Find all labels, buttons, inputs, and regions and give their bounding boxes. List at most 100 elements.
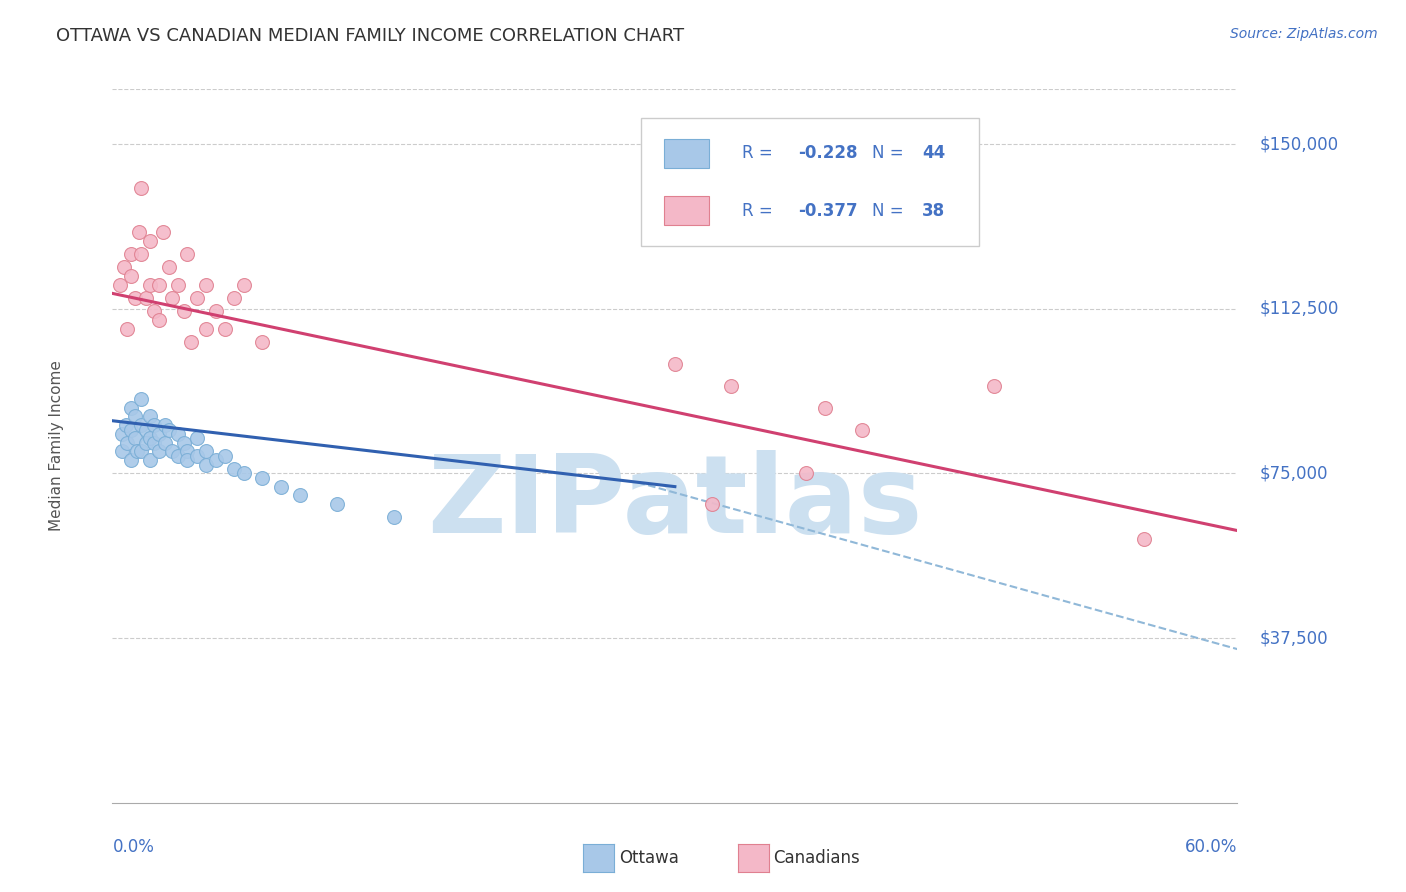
Point — [162, 444, 184, 458]
Text: Canadians: Canadians — [773, 849, 860, 867]
Point — [195, 321, 218, 335]
Point — [186, 431, 208, 445]
Point — [124, 409, 146, 424]
Point — [142, 435, 165, 450]
Text: 0.0%: 0.0% — [112, 838, 155, 856]
Point — [195, 444, 218, 458]
Point — [186, 449, 208, 463]
Point — [702, 497, 724, 511]
Point — [152, 225, 174, 239]
Point — [124, 291, 146, 305]
Point — [111, 444, 134, 458]
Point — [176, 453, 198, 467]
Point — [112, 260, 135, 274]
Point — [114, 418, 136, 433]
Point — [142, 418, 165, 433]
Point — [162, 291, 184, 305]
Point — [148, 426, 170, 441]
Point — [142, 304, 165, 318]
Text: Ottawa: Ottawa — [619, 849, 679, 867]
Text: 60.0%: 60.0% — [1185, 838, 1237, 856]
Point — [176, 444, 198, 458]
Point — [129, 444, 152, 458]
Text: $112,500: $112,500 — [1260, 300, 1339, 318]
Point — [135, 423, 157, 437]
Bar — [664, 139, 709, 168]
Point — [135, 291, 157, 305]
Text: N =: N = — [872, 145, 908, 162]
Point — [851, 423, 873, 437]
Point — [382, 510, 405, 524]
Text: -0.377: -0.377 — [799, 202, 858, 219]
Point — [125, 444, 148, 458]
Point — [252, 334, 274, 349]
Point — [173, 435, 195, 450]
Point — [139, 409, 162, 424]
Point — [204, 304, 226, 318]
Point — [129, 392, 152, 406]
Point — [139, 453, 162, 467]
Text: OTTAWA VS CANADIAN MEDIAN FAMILY INCOME CORRELATION CHART: OTTAWA VS CANADIAN MEDIAN FAMILY INCOME … — [56, 27, 685, 45]
Text: R =: R = — [742, 202, 779, 219]
Text: R =: R = — [742, 145, 779, 162]
Text: Source: ZipAtlas.com: Source: ZipAtlas.com — [1230, 27, 1378, 41]
Point — [120, 401, 142, 415]
Point — [129, 247, 152, 261]
Point — [167, 277, 190, 292]
Point — [814, 401, 837, 415]
Text: ZIPatlas: ZIPatlas — [427, 450, 922, 556]
Point — [794, 467, 817, 481]
Point — [720, 378, 742, 392]
Point — [167, 449, 190, 463]
Text: 38: 38 — [922, 202, 945, 219]
Point — [167, 426, 190, 441]
Point — [117, 435, 139, 450]
Point — [214, 449, 236, 463]
Point — [129, 181, 152, 195]
Point — [232, 277, 254, 292]
Point — [128, 225, 150, 239]
Point — [224, 291, 246, 305]
Point — [186, 291, 208, 305]
Point — [180, 334, 202, 349]
Point — [120, 453, 142, 467]
Point — [148, 444, 170, 458]
Point — [148, 312, 170, 326]
Point — [664, 357, 686, 371]
Point — [173, 304, 195, 318]
Point — [252, 471, 274, 485]
Text: $150,000: $150,000 — [1260, 135, 1339, 153]
Point — [124, 431, 146, 445]
Point — [148, 277, 170, 292]
Point — [111, 426, 134, 441]
Point — [157, 423, 180, 437]
Point — [120, 423, 142, 437]
Point — [983, 378, 1005, 392]
FancyBboxPatch shape — [641, 118, 979, 246]
Point — [195, 277, 218, 292]
Point — [195, 458, 218, 472]
Text: 44: 44 — [922, 145, 946, 162]
Text: N =: N = — [872, 202, 908, 219]
Point — [153, 435, 176, 450]
Text: -0.228: -0.228 — [799, 145, 858, 162]
Point — [157, 260, 180, 274]
Point — [1132, 533, 1154, 547]
Point — [120, 247, 142, 261]
Point — [270, 480, 292, 494]
Bar — [664, 196, 709, 225]
Point — [204, 453, 226, 467]
Text: $75,000: $75,000 — [1260, 465, 1329, 483]
Point — [129, 418, 152, 433]
Point — [135, 435, 157, 450]
Point — [232, 467, 254, 481]
Point — [117, 321, 139, 335]
Point — [120, 268, 142, 283]
Point — [153, 418, 176, 433]
Point — [224, 462, 246, 476]
Text: $37,500: $37,500 — [1260, 629, 1329, 647]
Point — [139, 431, 162, 445]
Point — [214, 321, 236, 335]
Point — [326, 497, 349, 511]
Point — [108, 277, 131, 292]
